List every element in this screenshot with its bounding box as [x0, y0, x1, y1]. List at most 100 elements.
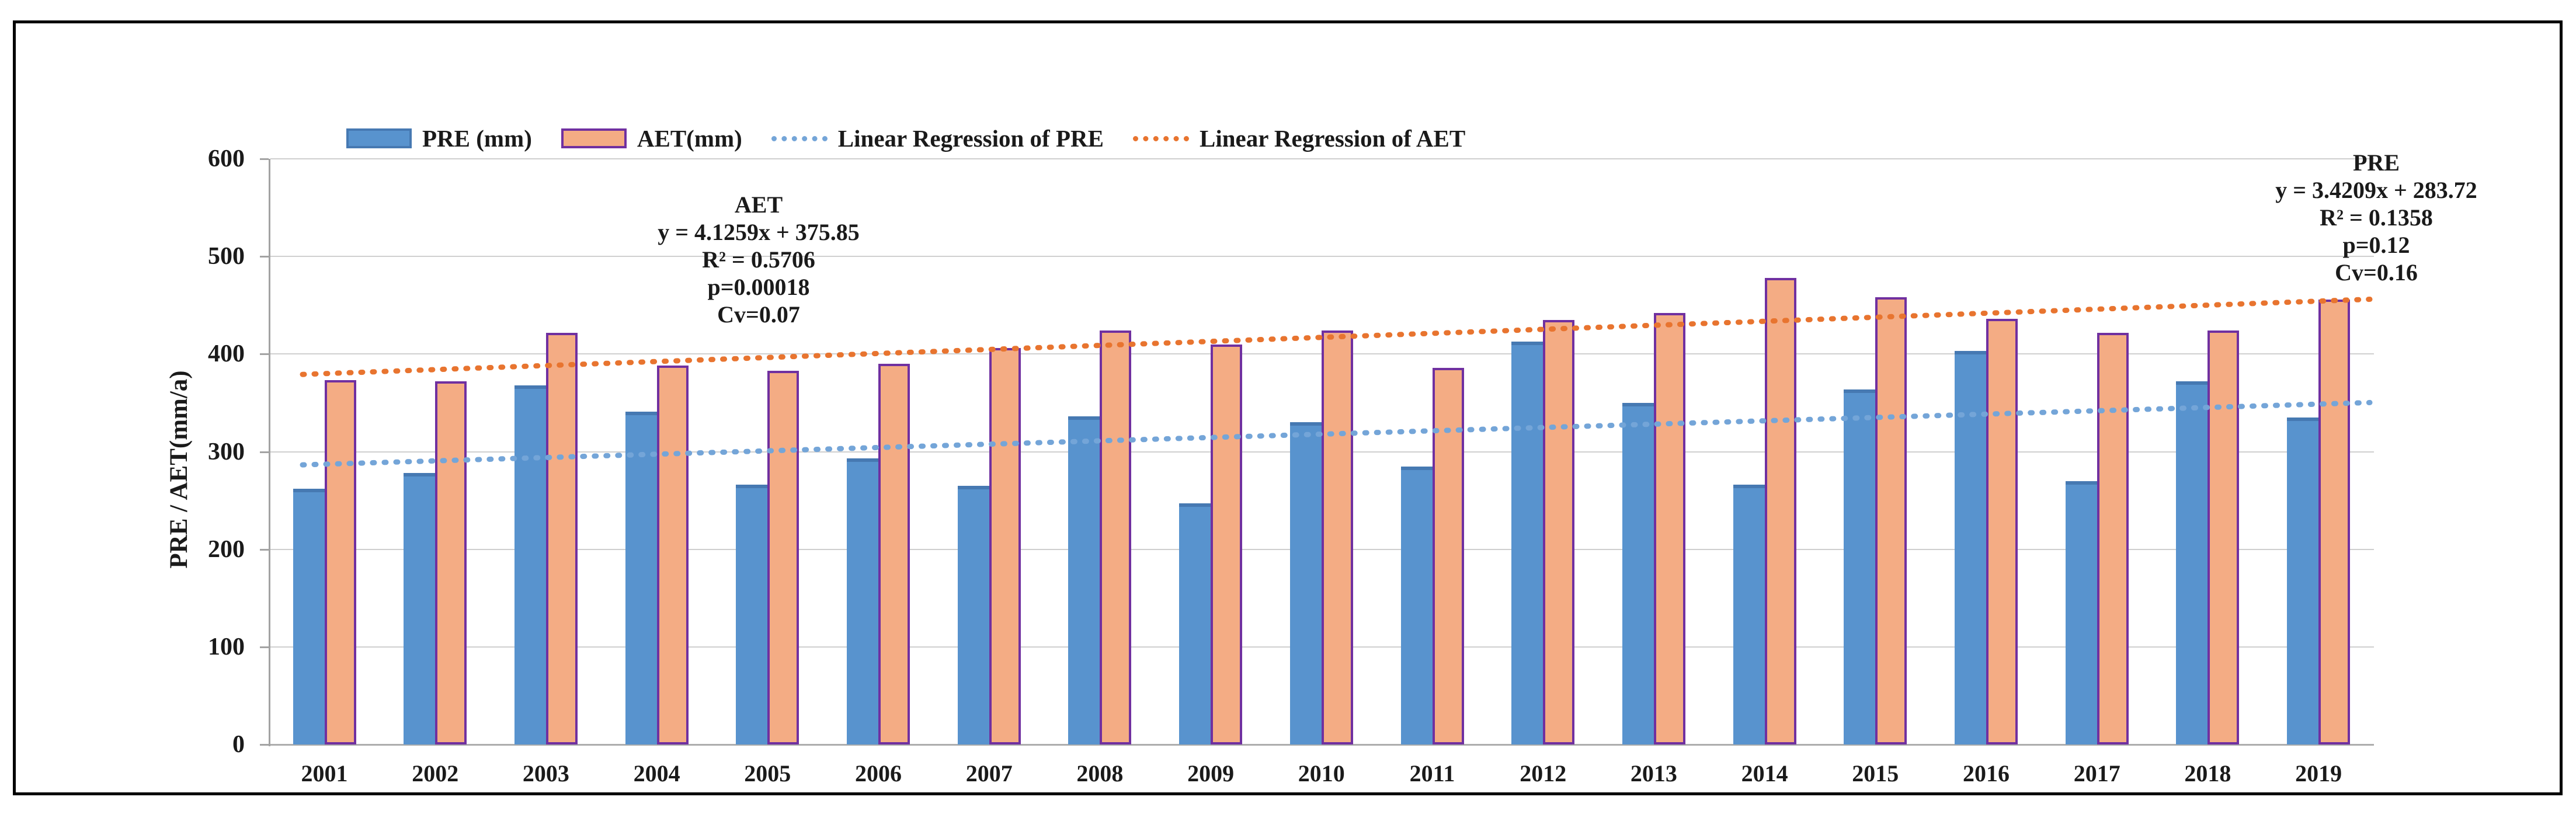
y-tick-label-400: 400 — [208, 340, 245, 368]
aet-annotation-line-2: R² = 0.5706 — [702, 246, 815, 273]
bar-pre-2013 — [1622, 403, 1654, 744]
gridline-500 — [270, 256, 2374, 258]
bar-pre-2017 — [2065, 481, 2097, 744]
bar-pre-2007 — [957, 486, 989, 744]
y-tick-label-200: 200 — [208, 535, 245, 563]
bar-pre-2003 — [514, 385, 546, 744]
x-tick-label-2014: 2014 — [1741, 760, 1788, 787]
x-tick-label-2005: 2005 — [744, 760, 791, 787]
pre-regression-line — [300, 399, 2373, 468]
x-tick-label-2010: 2010 — [1298, 760, 1345, 787]
x-tick-label-2006: 2006 — [855, 760, 902, 787]
bar-aet-2010 — [1321, 330, 1353, 744]
legend-label-1: AET(mm) — [637, 125, 742, 152]
y-tick-label-500: 500 — [208, 243, 245, 270]
bar-pre-2015 — [1844, 389, 1876, 744]
bar-pre-2009 — [1179, 503, 1211, 744]
bar-aet-2005 — [767, 371, 799, 744]
legend-swatch-0 — [346, 128, 412, 148]
bar-aet-2018 — [2207, 330, 2240, 744]
bar-pre-2019 — [2287, 418, 2319, 744]
y-tick-mark-0 — [260, 744, 269, 746]
y-tick-mark-100 — [260, 646, 269, 648]
x-tick-label-2018: 2018 — [2184, 760, 2231, 787]
y-tick-mark-200 — [260, 548, 269, 551]
pre-annotation-line-0: PRE — [2353, 149, 2400, 176]
x-tick-label-2001: 2001 — [301, 760, 348, 787]
bar-aet-2006 — [878, 364, 910, 744]
bar-aet-2009 — [1211, 345, 1243, 744]
bar-aet-2017 — [2097, 333, 2129, 744]
legend-item-1: AET(mm) — [561, 124, 742, 152]
y-axis-line — [269, 159, 270, 746]
legend-item-3: Linear Regression of AET — [1132, 124, 1466, 152]
x-tick-label-2003: 2003 — [522, 760, 569, 787]
y-tick-mark-300 — [260, 451, 269, 453]
bar-pre-2006 — [847, 458, 878, 744]
pre-annotation-line-1: y = 3.4209x + 283.72 — [2275, 177, 2477, 203]
gridline-600 — [270, 158, 2374, 159]
bar-aet-2014 — [1764, 278, 1796, 744]
aet-annotation-line-0: AET — [734, 192, 783, 218]
legend-label-2: Linear Regression of PRE — [837, 125, 1104, 152]
bar-aet-2013 — [1653, 313, 1685, 744]
bar-pre-2004 — [625, 412, 657, 744]
bar-aet-2008 — [1100, 330, 1132, 744]
x-tick-label-2007: 2007 — [965, 760, 1013, 787]
aet-annotation-line-1: y = 4.1259x + 375.85 — [658, 219, 860, 245]
legend-item-0: PRE (mm) — [346, 124, 532, 152]
bar-aet-2007 — [989, 348, 1021, 744]
legend-label-0: PRE (mm) — [422, 125, 532, 152]
bar-pre-2011 — [1400, 467, 1433, 744]
x-tick-label-2002: 2002 — [412, 760, 459, 787]
aet-annotation-line-4: Cv=0.07 — [717, 301, 800, 328]
bar-pre-2014 — [1733, 485, 1765, 744]
aet-regression-annotation: AET y = 4.1259x + 375.85 R² = 0.5706 p=0.00… — [578, 191, 940, 328]
bar-pre-2018 — [2176, 381, 2208, 744]
x-tick-label-2013: 2013 — [1630, 760, 1677, 787]
x-tick-label-2019: 2019 — [2295, 760, 2342, 787]
bar-aet-2016 — [1986, 319, 2018, 744]
x-tick-label-2016: 2016 — [1963, 760, 2010, 787]
bar-pre-2008 — [1068, 416, 1100, 744]
y-tick-mark-400 — [260, 353, 269, 356]
x-tick-label-2012: 2012 — [1520, 760, 1567, 787]
legend-label-3: Linear Regression of AET — [1199, 125, 1466, 152]
legend-swatch-3 — [1132, 135, 1189, 141]
x-tick-label-2015: 2015 — [1852, 760, 1899, 787]
gridline-0 — [270, 744, 2374, 746]
bar-aet-2004 — [656, 366, 689, 744]
x-tick-label-2008: 2008 — [1076, 760, 1124, 787]
bar-aet-2015 — [1875, 297, 1907, 744]
figure-page: PRE (mm) AET(mm) Linear Regression of PRE L… — [13, 20, 2563, 795]
x-tick-label-2004: 2004 — [633, 760, 680, 787]
bar-pre-2001 — [293, 489, 325, 744]
bar-aet-2001 — [324, 380, 356, 744]
bar-aet-2002 — [435, 381, 467, 744]
bar-aet-2012 — [1543, 320, 1575, 744]
pre-annotation-line-2: R² = 0.1358 — [2320, 204, 2433, 231]
bar-pre-2010 — [1289, 422, 1322, 744]
plot-area — [269, 158, 2374, 746]
legend-swatch-1 — [561, 128, 627, 148]
y-tick-mark-500 — [260, 256, 269, 258]
x-tick-label-2009: 2009 — [1187, 760, 1235, 787]
pre-annotation-line-4: Cv=0.16 — [2335, 259, 2418, 286]
bar-pre-2012 — [1511, 342, 1543, 744]
bar-aet-2003 — [545, 333, 578, 744]
y-tick-label-600: 600 — [208, 145, 245, 172]
legend-swatch-2 — [771, 135, 828, 141]
pre-regression-annotation: PRE y = 3.4209x + 283.72 R² = 0.1358 p=0.12… — [2195, 149, 2557, 286]
y-tick-mark-600 — [260, 158, 269, 160]
bar-pre-2002 — [404, 473, 436, 744]
x-tick-label-2011: 2011 — [1409, 760, 1455, 787]
figure-frame: PRE (mm) AET(mm) Linear Regression of PRE L… — [13, 20, 2563, 795]
bar-aet-2019 — [2318, 300, 2351, 744]
pre-annotation-line-3: p=0.12 — [2342, 232, 2410, 258]
y-tick-label-100: 100 — [208, 633, 245, 660]
aet-annotation-line-3: p=0.00018 — [707, 274, 810, 300]
y-tick-label-300: 300 — [208, 438, 245, 465]
chart-legend: PRE (mm) AET(mm) Linear Regression of PRE L… — [346, 121, 1465, 155]
y-tick-label-0: 0 — [232, 731, 245, 758]
x-tick-label-2017: 2017 — [2073, 760, 2120, 787]
